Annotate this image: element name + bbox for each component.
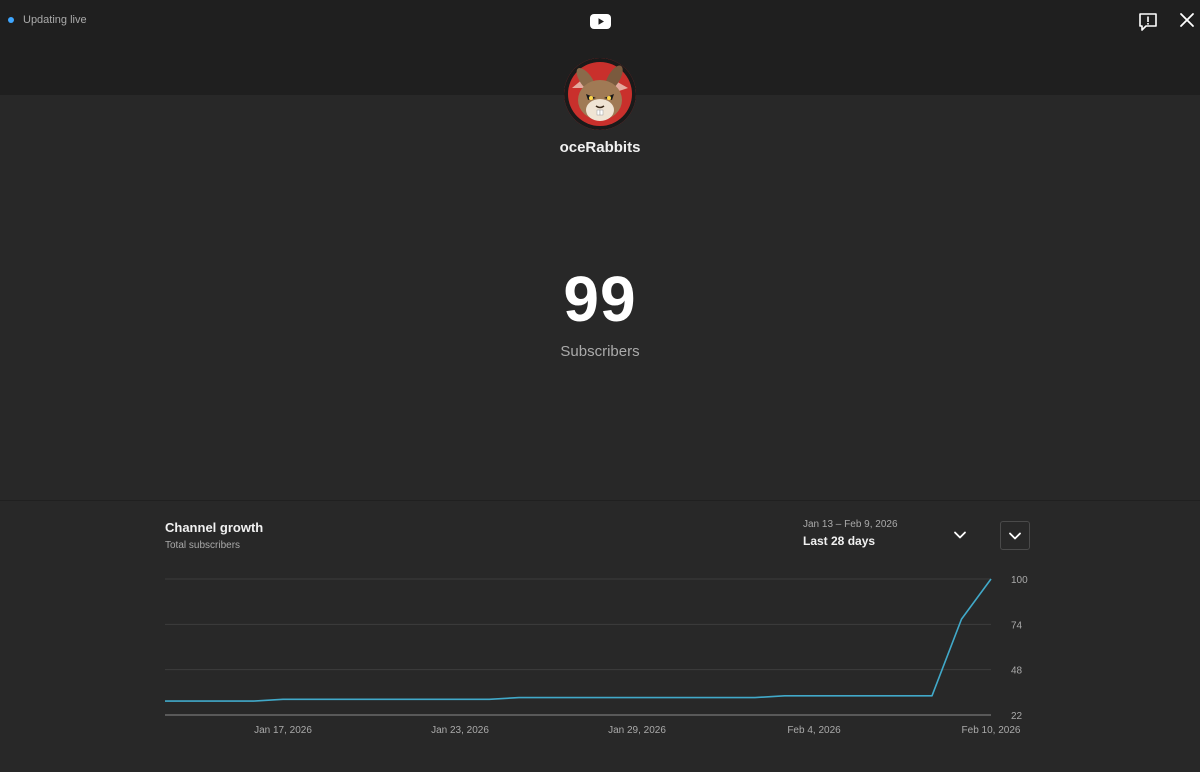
y-tick-label: 48 xyxy=(1011,666,1023,677)
feedback-icon[interactable] xyxy=(1138,12,1158,32)
y-tick-label: 22 xyxy=(1011,711,1023,722)
subscribers-series-line[interactable] xyxy=(165,578,992,702)
section-divider xyxy=(0,500,1200,501)
rabbit-avatar-icon xyxy=(564,58,636,130)
live-dot-icon xyxy=(8,17,14,23)
live-status-text: Updating live xyxy=(23,14,87,26)
subscriber-count: 99 xyxy=(563,263,637,335)
growth-card-title: Channel growth xyxy=(165,520,264,535)
y-tick-label: 100 xyxy=(1011,575,1028,586)
live-status: Updating live xyxy=(8,14,87,26)
growth-chart: 22 48 74 100 Jan 17, 2026 Jan 23, 2026 Jan 29,… xyxy=(165,575,1028,736)
date-range-dates: Jan 13 – Feb 9, 2026 xyxy=(803,519,898,530)
chevron-down-icon xyxy=(1009,532,1021,539)
x-tick-label: Jan 17, 2026 xyxy=(254,725,312,736)
x-tick-label: Feb 4, 2026 xyxy=(787,725,841,736)
close-icon[interactable] xyxy=(1179,12,1195,28)
youtube-play-icon[interactable] xyxy=(590,14,611,29)
subscriber-count-label: Subscribers xyxy=(560,343,640,360)
channel-name[interactable]: oceRabbits xyxy=(559,139,641,156)
x-tick-label: Jan 23, 2026 xyxy=(431,725,489,736)
x-tick-label: Jan 29, 2026 xyxy=(608,725,666,736)
expand-chart-button[interactable] xyxy=(1000,521,1030,550)
date-range-label[interactable]: Last 28 days xyxy=(803,534,876,548)
chevron-down-icon[interactable] xyxy=(952,527,968,543)
growth-card-subtitle: Total subscribers xyxy=(165,540,241,551)
channel-avatar[interactable] xyxy=(564,58,636,130)
x-tick-label: Feb 10, 2026 xyxy=(962,725,1021,736)
y-tick-label: 74 xyxy=(1011,620,1023,631)
